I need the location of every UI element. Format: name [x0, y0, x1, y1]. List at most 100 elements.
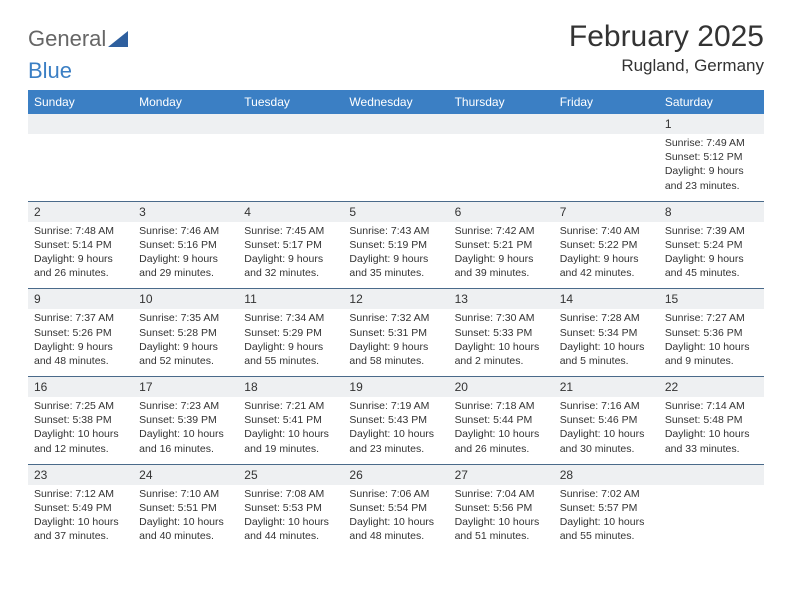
daylight-text: Daylight: 10 hours and 44 minutes. [244, 515, 337, 543]
sunset-text: Sunset: 5:49 PM [34, 501, 127, 515]
day-number: 15 [659, 289, 764, 309]
sunrise-text: Sunrise: 7:46 AM [139, 224, 232, 238]
daylight-text: Daylight: 10 hours and 37 minutes. [34, 515, 127, 543]
day-details-row: Sunrise: 7:49 AMSunset: 5:12 PMDaylight:… [28, 134, 764, 201]
day-details: Sunrise: 7:27 AMSunset: 5:36 PMDaylight:… [659, 309, 764, 376]
sunrise-text: Sunrise: 7:32 AM [349, 311, 442, 325]
sunset-text: Sunset: 5:48 PM [665, 413, 758, 427]
day-details: Sunrise: 7:21 AMSunset: 5:41 PMDaylight:… [238, 397, 343, 464]
day-details [133, 134, 238, 201]
sunrise-text: Sunrise: 7:42 AM [455, 224, 548, 238]
logo-triangle-icon [108, 31, 128, 47]
sunset-text: Sunset: 5:29 PM [244, 326, 337, 340]
logo: General [28, 20, 128, 52]
day-details: Sunrise: 7:48 AMSunset: 5:14 PMDaylight:… [28, 222, 133, 289]
sunset-text: Sunset: 5:56 PM [455, 501, 548, 515]
day-details [28, 134, 133, 201]
sunset-text: Sunset: 5:57 PM [560, 501, 653, 515]
day-number: 14 [554, 289, 659, 309]
weekday-header: Tuesday [238, 90, 343, 114]
sunset-text: Sunset: 5:19 PM [349, 238, 442, 252]
weekday-header: Wednesday [343, 90, 448, 114]
sunrise-text: Sunrise: 7:35 AM [139, 311, 232, 325]
day-number: 17 [133, 377, 238, 397]
daylight-text: Daylight: 10 hours and 33 minutes. [665, 427, 758, 455]
sunset-text: Sunset: 5:28 PM [139, 326, 232, 340]
sunrise-text: Sunrise: 7:23 AM [139, 399, 232, 413]
day-number: 11 [238, 289, 343, 309]
sunrise-text: Sunrise: 7:27 AM [665, 311, 758, 325]
day-number [449, 114, 554, 134]
day-number [659, 465, 764, 485]
day-number [28, 114, 133, 134]
sunrise-text: Sunrise: 7:43 AM [349, 224, 442, 238]
day-number: 25 [238, 465, 343, 485]
daylight-text: Daylight: 10 hours and 12 minutes. [34, 427, 127, 455]
day-details: Sunrise: 7:30 AMSunset: 5:33 PMDaylight:… [449, 309, 554, 376]
sunset-text: Sunset: 5:41 PM [244, 413, 337, 427]
day-details: Sunrise: 7:40 AMSunset: 5:22 PMDaylight:… [554, 222, 659, 289]
day-details: Sunrise: 7:42 AMSunset: 5:21 PMDaylight:… [449, 222, 554, 289]
sunset-text: Sunset: 5:38 PM [34, 413, 127, 427]
daylight-text: Daylight: 9 hours and 45 minutes. [665, 252, 758, 280]
day-number: 27 [449, 465, 554, 485]
daylight-text: Daylight: 10 hours and 40 minutes. [139, 515, 232, 543]
sunrise-text: Sunrise: 7:48 AM [34, 224, 127, 238]
daylight-text: Daylight: 9 hours and 23 minutes. [665, 164, 758, 192]
sunrise-text: Sunrise: 7:37 AM [34, 311, 127, 325]
day-details [659, 485, 764, 552]
daylight-text: Daylight: 9 hours and 55 minutes. [244, 340, 337, 368]
sunrise-text: Sunrise: 7:28 AM [560, 311, 653, 325]
daylight-text: Daylight: 10 hours and 23 minutes. [349, 427, 442, 455]
sunset-text: Sunset: 5:51 PM [139, 501, 232, 515]
weekday-header: Friday [554, 90, 659, 114]
sunset-text: Sunset: 5:46 PM [560, 413, 653, 427]
sunrise-text: Sunrise: 7:30 AM [455, 311, 548, 325]
day-number: 19 [343, 377, 448, 397]
sunrise-text: Sunrise: 7:06 AM [349, 487, 442, 501]
day-number: 1 [659, 114, 764, 134]
month-title: February 2025 [569, 20, 764, 54]
day-details: Sunrise: 7:10 AMSunset: 5:51 PMDaylight:… [133, 485, 238, 552]
day-number: 9 [28, 289, 133, 309]
day-details: Sunrise: 7:16 AMSunset: 5:46 PMDaylight:… [554, 397, 659, 464]
sunrise-text: Sunrise: 7:49 AM [665, 136, 758, 150]
daylight-text: Daylight: 9 hours and 29 minutes. [139, 252, 232, 280]
sunset-text: Sunset: 5:54 PM [349, 501, 442, 515]
day-number: 16 [28, 377, 133, 397]
day-details: Sunrise: 7:35 AMSunset: 5:28 PMDaylight:… [133, 309, 238, 376]
weekday-header: Saturday [659, 90, 764, 114]
day-details: Sunrise: 7:19 AMSunset: 5:43 PMDaylight:… [343, 397, 448, 464]
daylight-text: Daylight: 10 hours and 26 minutes. [455, 427, 548, 455]
day-number: 13 [449, 289, 554, 309]
day-details: Sunrise: 7:02 AMSunset: 5:57 PMDaylight:… [554, 485, 659, 552]
day-number: 21 [554, 377, 659, 397]
day-details: Sunrise: 7:46 AMSunset: 5:16 PMDaylight:… [133, 222, 238, 289]
day-number-row: 9101112131415 [28, 288, 764, 309]
day-number [133, 114, 238, 134]
sunrise-text: Sunrise: 7:18 AM [455, 399, 548, 413]
day-details: Sunrise: 7:25 AMSunset: 5:38 PMDaylight:… [28, 397, 133, 464]
weekday-header: Thursday [449, 90, 554, 114]
day-details-row: Sunrise: 7:48 AMSunset: 5:14 PMDaylight:… [28, 222, 764, 289]
sunrise-text: Sunrise: 7:39 AM [665, 224, 758, 238]
daylight-text: Daylight: 9 hours and 32 minutes. [244, 252, 337, 280]
day-number-row: 2345678 [28, 201, 764, 222]
sunset-text: Sunset: 5:12 PM [665, 150, 758, 164]
day-details: Sunrise: 7:32 AMSunset: 5:31 PMDaylight:… [343, 309, 448, 376]
day-number [238, 114, 343, 134]
sunrise-text: Sunrise: 7:16 AM [560, 399, 653, 413]
daylight-text: Daylight: 10 hours and 51 minutes. [455, 515, 548, 543]
sunset-text: Sunset: 5:22 PM [560, 238, 653, 252]
daylight-text: Daylight: 9 hours and 26 minutes. [34, 252, 127, 280]
day-details: Sunrise: 7:12 AMSunset: 5:49 PMDaylight:… [28, 485, 133, 552]
sunrise-text: Sunrise: 7:40 AM [560, 224, 653, 238]
daylight-text: Daylight: 10 hours and 48 minutes. [349, 515, 442, 543]
day-number: 3 [133, 202, 238, 222]
sunset-text: Sunset: 5:39 PM [139, 413, 232, 427]
day-number [343, 114, 448, 134]
day-details [449, 134, 554, 201]
sunset-text: Sunset: 5:36 PM [665, 326, 758, 340]
logo-line2: Blue [28, 58, 764, 84]
calendar-grid: Sunday Monday Tuesday Wednesday Thursday… [28, 90, 764, 551]
